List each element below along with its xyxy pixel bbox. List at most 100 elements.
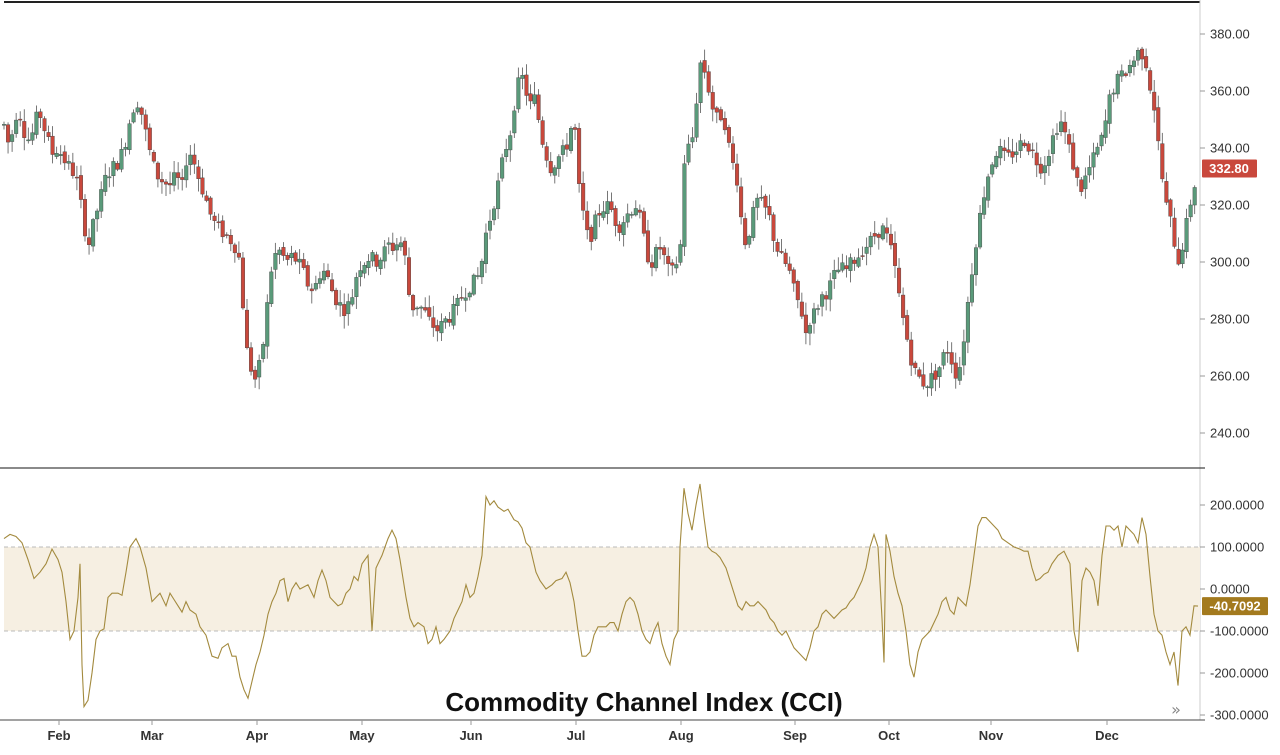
candle: [1103, 109, 1108, 144]
candle: [103, 163, 108, 197]
candle: [637, 204, 642, 219]
candle: [1063, 111, 1068, 144]
x-tick-label: Feb: [47, 728, 70, 743]
candle: [1119, 64, 1124, 82]
candle: [155, 161, 160, 188]
candle: [14, 112, 19, 138]
candle: [868, 231, 873, 256]
candle: [803, 302, 808, 345]
candle: [488, 209, 493, 240]
candle: [581, 171, 586, 221]
x-tick-label: Aug: [668, 728, 693, 743]
x-tick-label: Mar: [140, 728, 163, 743]
candle: [884, 217, 889, 243]
cci-ytick-label: 0.0000: [1210, 582, 1250, 597]
candle: [1022, 139, 1027, 148]
candle: [1192, 185, 1197, 215]
candle: [390, 232, 395, 256]
candle: [423, 297, 428, 313]
candle: [844, 255, 849, 278]
cci-line: [3, 483, 1199, 709]
scroll-to-latest-button[interactable]: »: [1171, 700, 1181, 719]
candle: [87, 228, 92, 255]
candle: [54, 146, 59, 160]
candle: [917, 367, 922, 379]
candle: [269, 266, 274, 307]
x-tick-label: Sep: [783, 728, 807, 743]
candle: [1148, 67, 1153, 94]
candle: [204, 190, 209, 203]
candle: [309, 283, 314, 304]
candle: [350, 289, 355, 307]
candle: [710, 85, 715, 122]
candle: [880, 223, 885, 241]
candle: [755, 193, 760, 221]
candle: [386, 237, 391, 255]
candle: [6, 122, 11, 154]
candle: [840, 253, 845, 273]
candle: [848, 253, 853, 283]
candle: [253, 366, 258, 388]
candle: [945, 340, 950, 363]
price-ytick-label: 300.00: [1210, 255, 1250, 270]
candle: [443, 316, 448, 329]
candle: [1067, 128, 1072, 153]
candle: [1168, 198, 1173, 228]
candle: [1002, 139, 1007, 161]
x-tick-label: May: [349, 728, 375, 743]
candle: [1059, 110, 1064, 137]
candle: [338, 290, 343, 317]
candle: [893, 231, 898, 279]
candle: [876, 232, 881, 250]
candle: [1127, 59, 1132, 77]
candle: [135, 101, 140, 115]
candle: [1180, 242, 1185, 269]
candle: [374, 251, 379, 272]
candle: [370, 249, 375, 267]
candle: [771, 212, 776, 253]
candle: [151, 149, 156, 164]
candle: [22, 109, 27, 151]
candle: [1172, 207, 1177, 249]
candle: [172, 161, 177, 192]
candle: [342, 293, 347, 329]
candle: [552, 165, 557, 184]
candle: [236, 241, 241, 260]
candle: [982, 186, 987, 220]
candle: [897, 258, 902, 297]
candle: [593, 210, 598, 241]
candle: [455, 294, 460, 316]
x-axis: Feb Mar Apr May Jun Jul Aug Sep Oct Nov Dec: [47, 720, 1119, 743]
candle: [686, 134, 691, 166]
candle: [293, 250, 298, 265]
cci-pane: -300.0000 -200.0000 -100.0000 0.0000 100.000…: [0, 483, 1269, 723]
candle: [82, 194, 87, 242]
candle: [419, 305, 424, 319]
candle: [111, 157, 116, 187]
candle: [99, 181, 104, 218]
candle: [690, 127, 695, 149]
cci-ytick-label: 100.0000: [1210, 540, 1264, 555]
candle: [1144, 48, 1149, 72]
candle: [856, 248, 861, 269]
candle: [407, 247, 412, 297]
candle: [273, 242, 278, 279]
candle: [994, 151, 999, 170]
candle: [358, 261, 363, 287]
candle: [10, 129, 15, 152]
candle: [244, 298, 249, 350]
candle: [731, 136, 736, 170]
candle: [483, 223, 488, 274]
candle: [131, 109, 136, 124]
x-tick-label: Oct: [878, 728, 900, 743]
candle: [1046, 149, 1051, 176]
candle: [617, 220, 622, 242]
candle: [1131, 56, 1136, 76]
candle: [249, 342, 254, 376]
candle: [1079, 177, 1084, 197]
candle: [698, 60, 703, 114]
price-ytick-label: 340.00: [1210, 141, 1250, 156]
candle: [905, 309, 910, 342]
candle: [998, 138, 1003, 166]
